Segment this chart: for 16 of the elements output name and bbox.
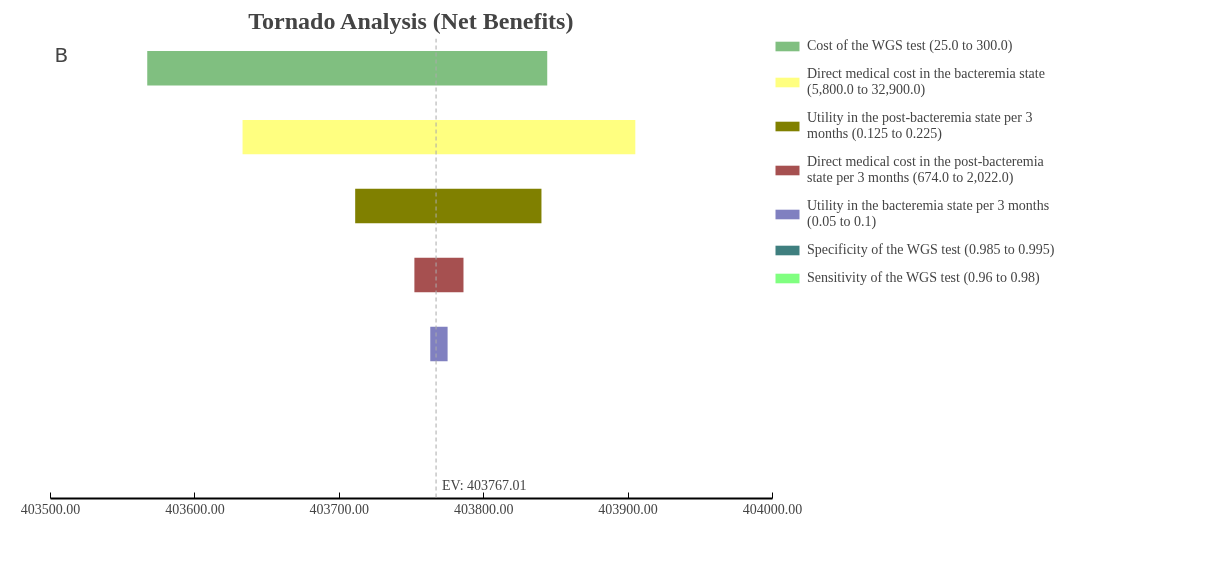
annotation: B (54, 42, 69, 67)
x-tick-label: 403800.00 (453, 501, 514, 517)
ref-line-label: EV: 403767.01 (442, 477, 527, 493)
x-tick-label: 403700.00 (309, 501, 370, 517)
legend-label: Specificity of the WGS test (0.985 to 0.995) (807, 242, 1055, 258)
legend-label: Cost of the WGS test (25.0 to 300.0) (807, 38, 1013, 54)
x-tick-label: 403600.00 (165, 501, 225, 517)
legend-label: Utility in the post-bacteremia state per 3 months (0.125 to 0.225) (807, 110, 1033, 142)
x-tick-label: 403900.00 (598, 501, 658, 517)
legend-label: Sensitivity of the WGS test (0.96 to 0.98) (807, 270, 1040, 286)
x-tick-label: 404000.00 (742, 501, 803, 517)
chart-title: Tornado Analysis (Net Benefits) (248, 7, 574, 34)
legend-label: Utility in the bacteremia state per 3 months (0.05 to 0.1) (807, 198, 1050, 230)
legend-label: Direct medical cost in the post-bacteremia state per 3 months (674.0 to 2,022.0) (807, 154, 1044, 186)
x-tick-label: 403500.00 (20, 501, 81, 517)
legend-label: Direct medical cost in the bacteremia state (5,800.0 to 32,900.0) (807, 66, 1045, 98)
